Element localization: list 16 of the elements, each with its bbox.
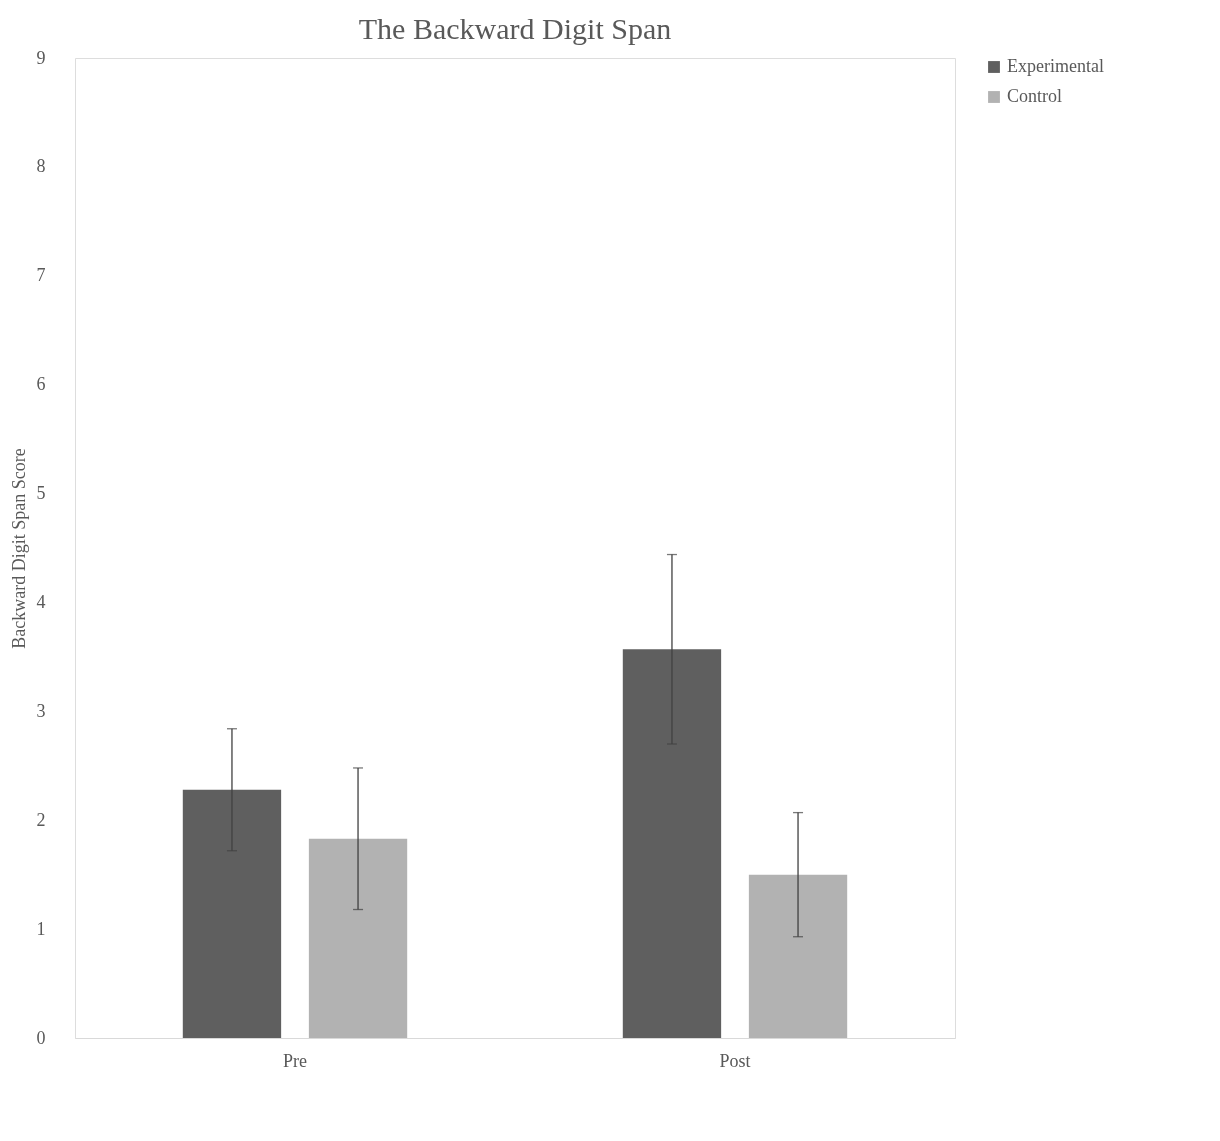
y-tick-label: 8 [36, 156, 46, 177]
y-tick-label: 7 [36, 265, 46, 286]
legend-label: Control [1007, 86, 1063, 106]
y-tick-label: 9 [36, 47, 46, 68]
y-tick-label: 0 [36, 1027, 46, 1048]
y-tick-label: 1 [36, 918, 46, 939]
x-tick-label: Pre [283, 1050, 307, 1071]
y-tick-label: 4 [36, 591, 46, 612]
x-tick-label: Post [719, 1050, 751, 1071]
y-axis-title: Backward Digit Span Score [8, 448, 29, 649]
legend-label: Experimental [1007, 56, 1104, 76]
y-tick-label: 3 [36, 700, 46, 721]
y-tick-label: 6 [36, 374, 46, 395]
y-tick-label: 5 [36, 483, 46, 504]
y-tick-label: 2 [36, 809, 46, 830]
chart-title: The Backward Digit Span [358, 12, 672, 45]
